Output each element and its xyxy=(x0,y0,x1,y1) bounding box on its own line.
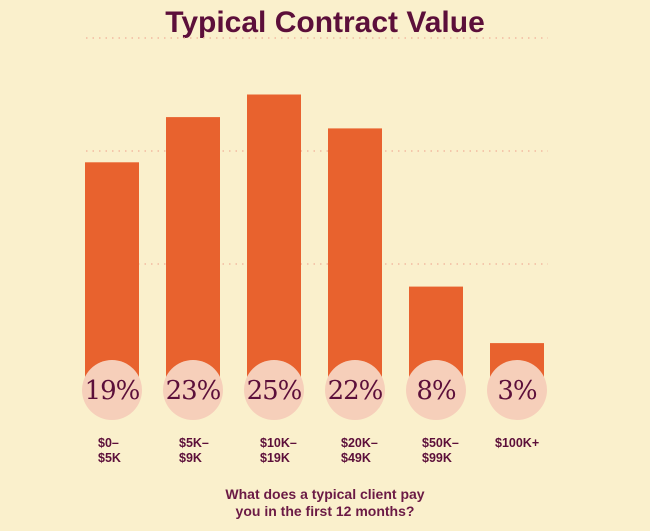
bar xyxy=(328,128,382,377)
bar xyxy=(247,94,301,377)
data-label: 19% xyxy=(85,376,140,406)
category-label: $0– xyxy=(98,436,119,450)
chart-title: Typical Contract Value xyxy=(165,6,485,39)
bar xyxy=(85,162,139,377)
data-label-circle xyxy=(487,360,547,420)
category-label: $99K xyxy=(422,451,452,465)
category-label: $100K+ xyxy=(495,436,539,450)
data-label-circle xyxy=(325,360,385,420)
data-label: 3% xyxy=(497,376,537,406)
data-label: 8% xyxy=(416,376,456,406)
category-label: $5K– xyxy=(179,436,209,450)
data-label-circle xyxy=(406,360,466,420)
data-label-circle xyxy=(163,360,223,420)
bar xyxy=(166,117,220,377)
category-label: $50K– xyxy=(422,436,459,450)
data-label: 25% xyxy=(247,376,302,406)
category-label: $20K– xyxy=(341,436,378,450)
category-label: $49K xyxy=(341,451,371,465)
category-label: $19K xyxy=(260,451,290,465)
data-label: 22% xyxy=(328,376,383,406)
data-label: 23% xyxy=(166,376,221,406)
data-label-circle xyxy=(82,360,142,420)
data-label-circle xyxy=(244,360,304,420)
category-label: $9K xyxy=(179,451,202,465)
category-label: $10K– xyxy=(260,436,297,450)
category-label: $5K xyxy=(98,451,121,465)
x-axis-label: What does a typical client pay you in th… xyxy=(225,486,425,519)
